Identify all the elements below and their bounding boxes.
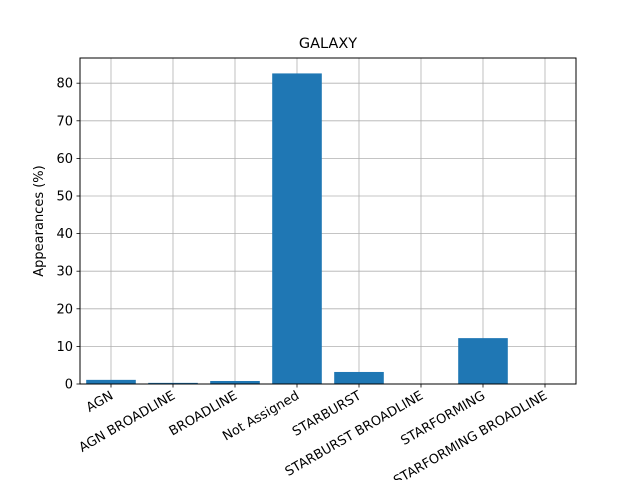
bar-starburst [334,371,384,384]
y-tick-label: 10 [56,340,73,355]
y-tick-label: 30 [56,265,73,280]
bar-not-assigned [272,73,322,384]
y-tick-label: 70 [56,114,73,129]
axes-frame [79,57,577,385]
y-tick-label: 0 [65,378,73,393]
y-tick-label: 60 [56,152,73,167]
chart-title: GALAXY [299,36,357,52]
y-tick-label: 80 [56,77,73,92]
bars [86,73,508,384]
y-tick-label: 50 [56,189,73,204]
bar-agn-broadline [148,382,198,384]
bar-agn [86,379,136,384]
y-tick-label: 40 [56,227,73,242]
y-axis-label: Appearances (%) [32,165,47,276]
bar-starforming [458,338,508,384]
y-tick-label: 20 [56,302,73,317]
bar-broadline [210,380,260,384]
